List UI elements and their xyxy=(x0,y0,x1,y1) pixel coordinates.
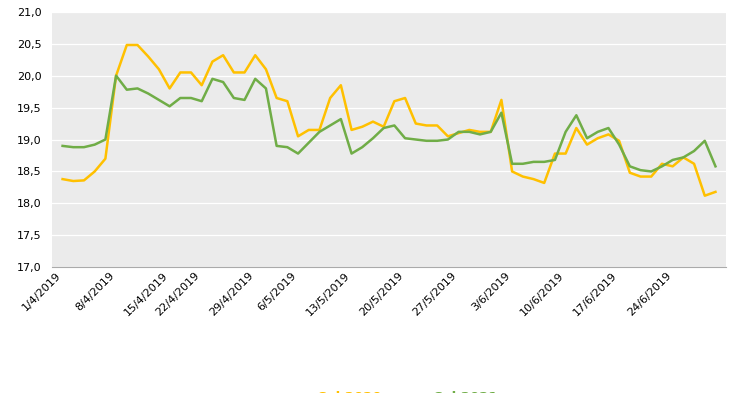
Legend: Cal 2020, Cal 2021: Cal 2020, Cal 2021 xyxy=(276,385,502,393)
